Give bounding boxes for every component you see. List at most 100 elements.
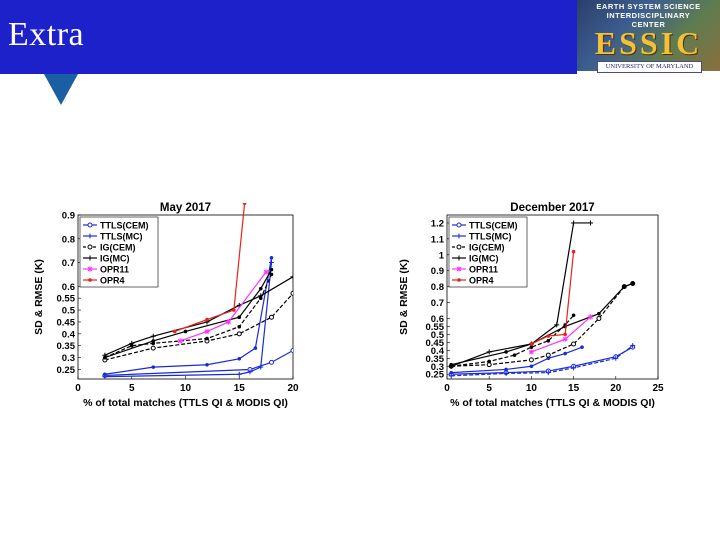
legend-marker: [457, 278, 461, 282]
data-point: [290, 274, 293, 280]
data-point: [236, 371, 242, 377]
data-point: [177, 338, 183, 344]
legend-marker: [456, 255, 462, 261]
y-axis-label: SD & RMSE (K): [33, 259, 45, 335]
legend-label: TTLS(CEM): [469, 221, 518, 231]
legend-marker: [456, 222, 462, 228]
y-tick-label: 0.5: [62, 306, 76, 317]
y-tick-label: 1.2: [431, 218, 444, 229]
legend-label: TTLS(CEM): [100, 221, 149, 231]
data-point: [269, 314, 274, 320]
data-point: [258, 293, 264, 299]
series-line: [104, 257, 273, 375]
y-tick-label: 0.25: [426, 370, 445, 381]
y-tick-label: 0.9: [62, 211, 75, 222]
y-tick-label: 0.6: [62, 282, 75, 293]
series-group: [102, 203, 293, 379]
data-point: [571, 220, 577, 226]
legend-label: IG(CEM): [469, 243, 505, 253]
x-tick-label: 5: [129, 383, 135, 394]
x-tick-label: 5: [486, 383, 492, 394]
data-point: [151, 339, 156, 343]
data-point: [545, 352, 551, 358]
plot-area: [446, 214, 659, 380]
legend-label: IG(MC): [469, 254, 499, 264]
data-point: [263, 269, 269, 275]
essic-logo: EARTH SYSTEM SCIENCE INTERDISCIPLINARY C…: [577, 0, 720, 74]
data-point: [258, 364, 264, 370]
legend-label: OPR4: [100, 276, 125, 286]
data-point: [237, 324, 242, 329]
x-tick-label: 10: [180, 383, 192, 394]
data-point: [563, 332, 567, 337]
logo-top-line: CENTER: [631, 20, 666, 29]
data-point: [587, 314, 593, 320]
y-tick-label: 0.7: [62, 258, 75, 269]
series-line: [451, 282, 633, 366]
data-point: [269, 267, 274, 272]
y-tick-label: 0.35: [426, 354, 445, 365]
y-tick-label: 0.55: [57, 294, 76, 305]
chart-title: December 2017: [510, 202, 594, 214]
x-tick-label: 15: [234, 383, 246, 394]
y-tick-label: 0.4: [62, 329, 76, 340]
data-point: [529, 342, 534, 346]
data-point: [630, 343, 636, 349]
data-point: [205, 317, 209, 322]
x-tick-label: 20: [287, 383, 299, 394]
data-point: [563, 351, 567, 356]
legend-label: IG(CEM): [100, 243, 136, 253]
y-tick-label: 0.9: [431, 266, 444, 277]
data-point: [226, 319, 231, 325]
data-point: [571, 249, 576, 254]
legend-label: TTLS(MC): [469, 232, 512, 242]
data-point: [253, 346, 258, 350]
data-point: [512, 353, 517, 357]
series-line: [451, 222, 591, 367]
data-point: [242, 203, 247, 205]
data-point: [151, 365, 156, 369]
logo-background: [577, 0, 720, 71]
legend-marker: [87, 222, 93, 228]
y-tick-label: 0.55: [426, 322, 445, 333]
data-point: [546, 334, 551, 338]
series-line: [104, 293, 293, 361]
legend-label: TTLS(MC): [100, 232, 143, 242]
data-point: [247, 369, 253, 375]
y-tick-label: 0.8: [62, 234, 75, 245]
data-point: [102, 374, 108, 379]
data-point: [269, 359, 274, 365]
data-point: [580, 345, 584, 349]
legend-marker: [87, 233, 93, 239]
data-point: [528, 357, 534, 363]
logo-top-line: EARTH SYSTEM SCIENCE: [596, 2, 701, 11]
y-tick-label: 0.7: [431, 298, 444, 309]
data-point: [258, 286, 263, 291]
data-point: [150, 333, 156, 339]
legend-marker: [87, 255, 93, 261]
logo-wordmark: ESSIC: [594, 25, 703, 61]
data-point: [562, 336, 568, 342]
x-tick-label: 0: [75, 383, 81, 394]
x-tick-label: 10: [526, 383, 538, 394]
y-tick-label: 0.3: [62, 353, 75, 364]
y-tick-label: 0.35: [57, 341, 76, 352]
chart-title: May 2017: [160, 202, 211, 214]
data-point: [269, 255, 274, 260]
legend-label: IG(MC): [100, 254, 130, 264]
data-point: [172, 329, 177, 334]
x-tick-label: 20: [610, 383, 622, 394]
logo-top-text: EARTH SYSTEM SCIENCE INTERDISCIPLINARY C…: [577, 2, 720, 29]
data-point: [597, 311, 601, 316]
x-axis-label: % of total matches (TTLS QI & MODIS QI): [450, 397, 655, 409]
y-tick-label: 0.6: [431, 314, 444, 325]
data-point: [205, 336, 209, 341]
may-2017-chart: May 2017 0 5 10 15 20 0.250.30.350.40.450.50.5…: [33, 202, 299, 409]
data-point: [205, 362, 209, 367]
series-line: [104, 269, 273, 359]
data-point: [290, 290, 293, 296]
series-line: [451, 314, 575, 367]
legend-label: OPR11: [100, 265, 129, 275]
